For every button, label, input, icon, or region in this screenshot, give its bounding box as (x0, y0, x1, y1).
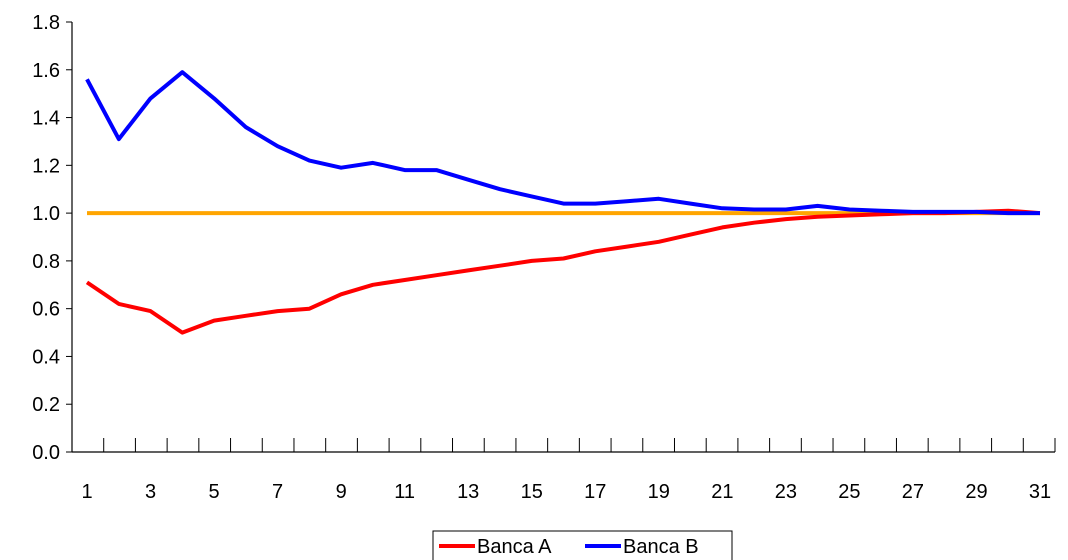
y-tick-label: 0.8 (32, 251, 60, 273)
x-tick-label: 31 (1029, 481, 1051, 503)
x-tick-label: 27 (902, 481, 924, 503)
x-tick-label: 5 (209, 481, 220, 503)
x-tick-label: 11 (394, 481, 415, 503)
x-tick-label: 9 (336, 481, 347, 503)
x-tick-label: 1 (81, 481, 92, 503)
x-tick-label: 7 (272, 481, 283, 503)
x-tick-label: 13 (457, 481, 479, 503)
series-line-banca-a (85, 208, 1041, 335)
legend: Banca A Banca B (432, 530, 733, 560)
x-tick-label: 21 (711, 481, 733, 503)
y-tick-label: 0.4 (32, 346, 60, 368)
legend-label: Banca A (477, 536, 552, 558)
y-tick-label: 0.2 (32, 394, 60, 416)
x-tick-label: 23 (775, 481, 797, 503)
series-line-banca-b (85, 70, 1040, 216)
legend-label: Banca B (623, 536, 699, 558)
axes: 0.00.20.40.60.81.01.21.41.61.81 3 5 7 9 11 13 1… (32, 12, 1056, 503)
x-tick-label: 25 (838, 481, 860, 503)
x-tick-label: 19 (648, 481, 670, 503)
x-tick-label: 3 (145, 481, 156, 503)
legend-box (432, 530, 733, 560)
x-tick-label: 29 (965, 481, 987, 503)
plot-area (85, 70, 1041, 335)
y-tick-label: 1.6 (32, 60, 60, 82)
y-tick-label: 1.8 (32, 12, 60, 34)
x-tick-label: 15 (521, 481, 543, 503)
y-tick-label: 0.0 (32, 442, 60, 464)
y-tick-label: 1.4 (32, 108, 60, 130)
y-tick-label: 1.2 (32, 155, 60, 177)
y-tick-label: 0.6 (32, 299, 60, 321)
y-tick-label: 1.0 (32, 203, 60, 225)
x-tick-label: 17 (584, 481, 606, 503)
